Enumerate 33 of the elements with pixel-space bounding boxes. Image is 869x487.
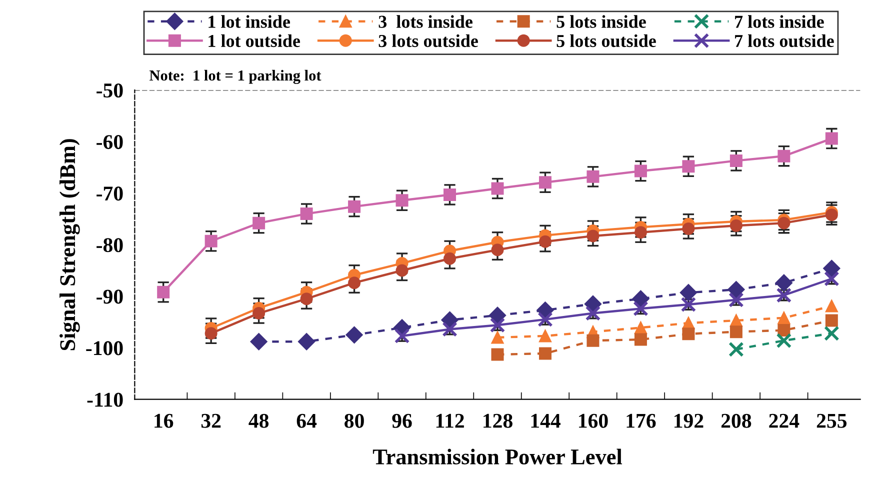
x-tick-label: 64 (296, 414, 317, 428)
x-tick-label: 112 (436, 414, 464, 428)
text: Note: 1 lot = 1 parking lot (150, 70, 322, 84)
y-tick-label: -110 (87, 392, 123, 407)
x-tick-label: 48 (248, 414, 269, 428)
y-tick-label: -50 (96, 83, 123, 98)
x-tick-label: 255 (816, 414, 847, 428)
y-tick-label: -80 (96, 238, 123, 252)
legend-label: 3 lots outside (378, 34, 478, 48)
y-tick-label: -90 (96, 290, 123, 304)
legend-label: 1 lot outside (208, 34, 300, 48)
x-tick-label: 16 (154, 414, 174, 428)
legend-label: 5 lots inside (556, 15, 646, 28)
x-tick-label: 96 (392, 414, 412, 428)
x-tick-label: 144 (531, 414, 560, 428)
legend-label: 7 lots inside (735, 15, 824, 28)
legend-label: 1 lot inside (208, 15, 290, 28)
x-tick-label: 160 (579, 414, 608, 428)
x-tick-label: 176 (626, 414, 656, 428)
legend-label: 7 lots outside (735, 34, 834, 48)
legend-label: 5 lots outside (556, 34, 656, 48)
x-tick-label: 32 (201, 414, 221, 428)
y-tick-label: -60 (96, 135, 123, 150)
x-tick-label: 80 (344, 414, 364, 428)
y-tick-label: -100 (86, 341, 123, 356)
x-tick-label: 128 (484, 414, 512, 428)
x-tick-label: 208 (721, 414, 752, 428)
x-axis-title: Transmission Power Level (372, 448, 622, 464)
x-tick-label: 224 (769, 414, 800, 428)
x-tick-label: 192 (674, 414, 704, 428)
y-tick-label: -70 (96, 186, 123, 201)
y-axis-title: Signal Strength (dBm) (60, 139, 80, 350)
legend-label: 3 lots inside (378, 15, 472, 28)
